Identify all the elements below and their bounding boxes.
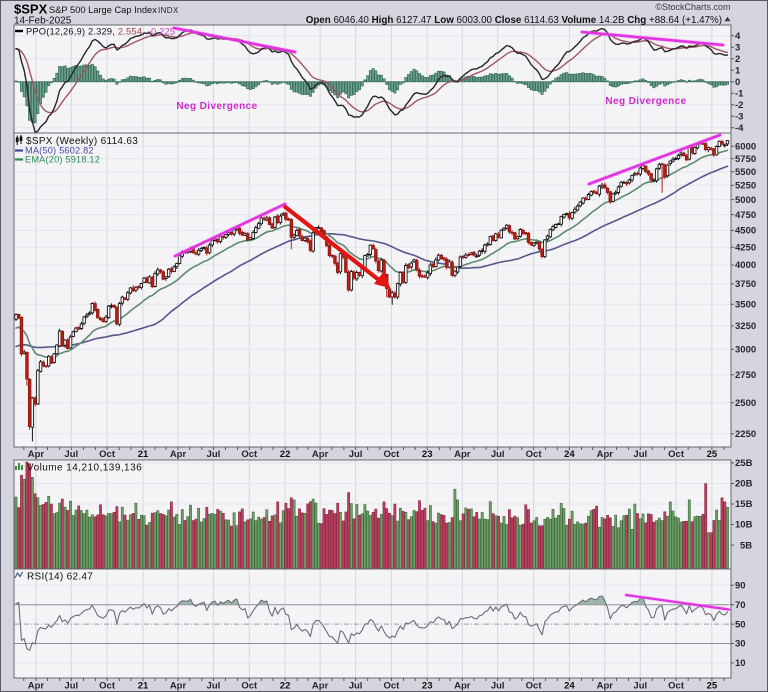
svg-text:0: 0 xyxy=(735,77,740,88)
svg-text:Oct: Oct xyxy=(99,449,116,460)
svg-text:Oct: Oct xyxy=(241,681,258,692)
svg-text:1: 1 xyxy=(735,66,741,77)
svg-text:2: 2 xyxy=(735,54,740,65)
svg-text:Oct: Oct xyxy=(383,681,400,692)
svg-text:6000: 6000 xyxy=(735,141,756,152)
svg-text:$SPX (Weekly) 6114.63: $SPX (Weekly) 6114.63 xyxy=(26,136,138,147)
svg-text:2250: 2250 xyxy=(735,429,756,440)
svg-text:3750: 3750 xyxy=(735,279,756,290)
svg-text:-2: -2 xyxy=(735,100,743,111)
svg-text:3500: 3500 xyxy=(735,299,756,310)
svg-text:21: 21 xyxy=(138,449,149,460)
svg-text:30: 30 xyxy=(735,639,746,650)
svg-text:5B: 5B xyxy=(740,540,752,551)
svg-text:MA(50) 5602.82: MA(50) 5602.82 xyxy=(25,146,94,156)
svg-text:70: 70 xyxy=(735,600,746,611)
svg-text:INDX: INDX xyxy=(158,6,179,15)
svg-text:4000: 4000 xyxy=(735,260,756,271)
svg-text:Neg Divergence: Neg Divergence xyxy=(605,96,686,107)
svg-text:Apr: Apr xyxy=(312,449,329,460)
svg-text:10: 10 xyxy=(735,658,746,669)
svg-text:Oct: Oct xyxy=(383,449,400,460)
svg-text:15B: 15B xyxy=(735,499,753,510)
svg-text:Jul: Jul xyxy=(207,449,221,460)
svg-text:22: 22 xyxy=(280,681,291,692)
svg-text:Jul: Jul xyxy=(491,681,505,692)
svg-text:25B: 25B xyxy=(735,458,753,469)
svg-text:24: 24 xyxy=(564,449,575,460)
svg-text:25: 25 xyxy=(707,681,718,692)
svg-text:Apr: Apr xyxy=(597,449,614,460)
svg-text:Oct: Oct xyxy=(668,681,685,692)
svg-text:©StockCharts.com: ©StockCharts.com xyxy=(655,2,730,12)
svg-text:Oct: Oct xyxy=(668,449,685,460)
svg-text:4: 4 xyxy=(735,31,741,42)
svg-text:S&P 500 Large Cap Index: S&P 500 Large Cap Index xyxy=(49,5,157,15)
svg-text:Apr: Apr xyxy=(28,449,45,460)
svg-text:Oct: Oct xyxy=(241,449,258,460)
svg-text:5500: 5500 xyxy=(735,167,756,178)
svg-text:Jul: Jul xyxy=(633,681,647,692)
svg-text:-4: -4 xyxy=(735,123,744,134)
svg-text:Oct: Oct xyxy=(526,681,543,692)
svg-text:PPO(12,26,9) 2.329, 2.554, -0.: PPO(12,26,9) 2.329, 2.554, -0.225 xyxy=(26,27,175,37)
svg-text:Neg Divergence: Neg Divergence xyxy=(176,101,257,112)
svg-text:Open 6046.40 High 6127.47 Low: Open 6046.40 High 6127.47 Low 6003.00 Cl… xyxy=(306,15,722,26)
svg-text:Jul: Jul xyxy=(349,449,363,460)
svg-text:20B: 20B xyxy=(735,479,753,490)
svg-text:2750: 2750 xyxy=(735,370,756,381)
svg-text:4750: 4750 xyxy=(735,210,756,221)
svg-text:4500: 4500 xyxy=(735,226,756,237)
svg-text:Apr: Apr xyxy=(454,681,471,692)
svg-text:Jul: Jul xyxy=(64,449,78,460)
svg-text:50: 50 xyxy=(735,619,746,630)
svg-text:23: 23 xyxy=(422,681,433,692)
svg-text:25: 25 xyxy=(707,449,718,460)
svg-text:Jul: Jul xyxy=(207,681,221,692)
svg-text:90: 90 xyxy=(735,581,746,592)
svg-text:Jul: Jul xyxy=(491,449,505,460)
svg-text:Apr: Apr xyxy=(312,681,329,692)
svg-text:Jul: Jul xyxy=(64,681,78,692)
svg-text:Apr: Apr xyxy=(597,681,614,692)
svg-text:Jul: Jul xyxy=(349,681,363,692)
svg-text:$SPX: $SPX xyxy=(14,2,48,17)
svg-text:21: 21 xyxy=(138,681,149,692)
svg-text:3250: 3250 xyxy=(735,321,756,332)
svg-text:3: 3 xyxy=(735,43,740,54)
svg-text:Apr: Apr xyxy=(170,449,187,460)
svg-text:Apr: Apr xyxy=(454,449,471,460)
svg-text:RSI(14) 62.47: RSI(14) 62.47 xyxy=(27,572,93,583)
svg-text:23: 23 xyxy=(422,449,433,460)
svg-text:Oct: Oct xyxy=(526,449,543,460)
svg-text:2500: 2500 xyxy=(735,398,756,409)
svg-text:5750: 5750 xyxy=(735,154,756,165)
svg-text:4250: 4250 xyxy=(735,242,756,253)
svg-text:-3: -3 xyxy=(735,112,743,123)
svg-text:Apr: Apr xyxy=(170,681,187,692)
svg-text:EMA(20) 5918.12: EMA(20) 5918.12 xyxy=(25,155,100,165)
svg-text:Apr: Apr xyxy=(28,681,45,692)
svg-text:-1: -1 xyxy=(735,89,744,100)
svg-text:Oct: Oct xyxy=(99,681,116,692)
svg-text:3000: 3000 xyxy=(735,345,756,356)
svg-text:5250: 5250 xyxy=(735,181,756,192)
svg-text:Volume 14,210,139,136: Volume 14,210,139,136 xyxy=(27,463,142,474)
svg-text:10B: 10B xyxy=(735,520,753,531)
svg-text:24: 24 xyxy=(564,681,575,692)
svg-text:22: 22 xyxy=(280,449,291,460)
svg-text:14-Feb-2025: 14-Feb-2025 xyxy=(14,16,72,27)
svg-text:5000: 5000 xyxy=(735,195,756,206)
svg-text:Jul: Jul xyxy=(633,449,647,460)
